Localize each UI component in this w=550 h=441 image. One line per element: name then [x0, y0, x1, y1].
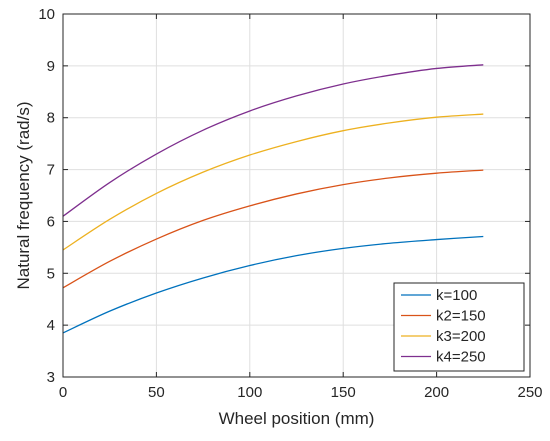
- y-tick-label: 5: [47, 265, 55, 282]
- x-tick-label: 250: [517, 384, 542, 401]
- y-tick-label: 3: [47, 369, 55, 386]
- plot-frame: [62, 13, 531, 378]
- series-line-4: [62, 64, 484, 217]
- y-tick-label: 4: [47, 317, 55, 334]
- y-axis-label: Natural frequency (rad/s): [14, 101, 33, 289]
- legend: k=100 k2=150 k3=200 k4=250: [393, 282, 525, 372]
- x-tick-label: 200: [424, 384, 449, 401]
- axis-ticks: 0 50 100 150 200 250 3 4 5 6 7 8 9 10: [38, 6, 542, 401]
- series-group: [62, 64, 484, 334]
- x-tick-label: 150: [331, 384, 356, 401]
- series-line-2: [62, 169, 484, 289]
- legend-label-2: k2=150: [436, 308, 486, 325]
- series-line-3: [62, 113, 484, 251]
- legend-label-4: k4=250: [436, 349, 486, 366]
- x-axis-label: Wheel position (mm): [219, 409, 375, 428]
- y-tick-label: 9: [47, 58, 55, 75]
- y-tick-label: 7: [47, 162, 55, 179]
- x-tick-label: 100: [237, 384, 262, 401]
- series-line-1: [62, 235, 484, 334]
- x-tick-label: 50: [148, 384, 165, 401]
- y-tick-label: 10: [38, 6, 55, 23]
- x-tick-label: 0: [59, 384, 67, 401]
- y-tick-label: 6: [47, 213, 55, 230]
- legend-label-3: k3=200: [436, 328, 486, 345]
- y-tick-label: 8: [47, 110, 55, 127]
- legend-label-1: k=100: [436, 287, 477, 304]
